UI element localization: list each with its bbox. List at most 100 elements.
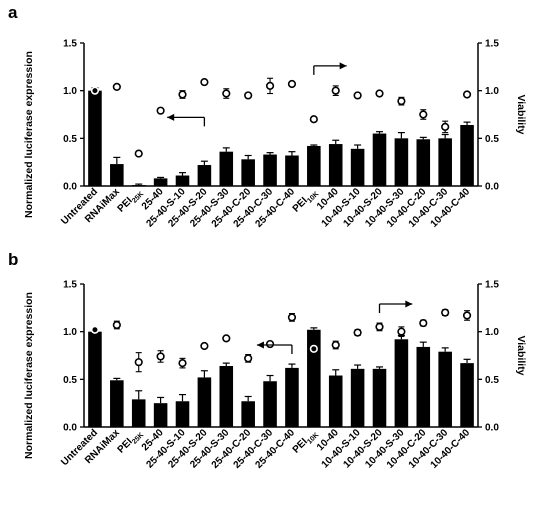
bar [460,363,474,427]
category-label: PEI10K [291,427,321,457]
y2-tick-label: 0.5 [485,134,499,145]
viability-point [331,340,340,350]
bar [131,185,146,186]
viability-point [309,344,318,353]
panel-letter: b [8,250,18,269]
bar [328,144,343,186]
viability-point [441,308,450,317]
bar [394,138,409,186]
y2-tick-label: 1.5 [485,39,499,50]
viability-point [200,77,209,87]
arrow-head [256,341,264,349]
viability-point [112,82,121,91]
bar [372,368,387,427]
y-axis-title: Normalized luciferase expression [23,292,35,459]
y-tick-label: 1.0 [63,327,77,338]
viability-point [244,354,253,363]
viability-point [178,90,187,99]
y-tick-label: 1.5 [63,39,77,50]
bar [263,154,277,186]
viability-point [397,97,406,106]
viability-point [156,106,165,115]
y-tick-label: 0.5 [63,134,77,145]
viability-point [287,79,297,89]
chart-panel-a: a 0.0 0.5 1.0 1.5 0.0 0.5 1.0 1.5 Normalized luci… [8,3,527,230]
viability-point [90,325,100,334]
viability-point [287,313,297,322]
bar [153,178,168,186]
bar [285,155,299,186]
arrow-head [405,300,413,308]
viability-point [441,122,450,131]
y-axis-title: Normalized luciferase expression [23,51,35,218]
bar [350,148,365,186]
viability-point [244,91,253,100]
viability-point [134,358,143,367]
viability-point [222,89,231,98]
viability-point [462,311,472,320]
viability-point [134,149,143,158]
y-tick-label: 0.0 [63,423,77,434]
viability-point [331,86,340,95]
viability-point [353,91,362,100]
bar [328,375,343,427]
viability-point [265,81,275,90]
viability-point [178,359,187,368]
y-tick-label: 0.0 [63,182,77,193]
bar [219,365,234,427]
y2-tick-label: 1.5 [485,280,499,291]
bar [219,151,234,186]
viability-point [222,334,231,343]
y-tick-label: 1.0 [63,86,77,97]
viability-point [375,89,384,98]
bar [197,165,212,186]
viability-point [462,90,472,99]
category-label: PEI25K [116,186,146,216]
y2-tick-label: 0.0 [485,182,499,193]
viability-point [397,327,406,336]
bar [285,367,299,427]
bar [307,145,321,186]
bar [88,331,102,427]
y2-tick-label: 1.0 [485,327,499,338]
category-label: PEI10K [291,186,321,216]
bar [394,339,409,427]
y2-axis-title: Viability [515,94,527,134]
arrow-head [167,113,175,121]
y2-tick-label: 0.0 [485,423,499,434]
bar [175,175,190,186]
viability-point [419,110,428,119]
category-label: PEI25K [116,427,146,457]
bar [350,368,365,427]
bar [241,159,255,186]
y2-tick-label: 1.0 [485,86,499,97]
viability-point [90,86,100,95]
bar [241,401,255,427]
bar [416,139,431,186]
panel-letter: a [8,3,18,22]
bar [110,164,124,186]
bar [110,380,124,427]
chart-panel-b: b 0.0 0.5 1.0 1.5 0.0 0.5 1.0 1.5 Normalized luci… [8,250,527,471]
y-tick-label: 0.5 [63,375,77,386]
bar [438,138,452,186]
viability-point [156,352,165,361]
bar [307,329,321,427]
bar [88,90,102,186]
bar [197,377,212,427]
viability-point [309,115,318,124]
bar [131,399,146,427]
viability-point [375,322,384,332]
viability-point [265,339,275,349]
viability-point [200,341,209,351]
bar [438,351,452,427]
bar [460,124,474,186]
bar [153,403,168,427]
bar [416,346,431,427]
viability-point [353,328,362,337]
arrow-head [339,62,347,70]
y2-tick-label: 0.5 [485,375,499,386]
viability-point [419,318,428,328]
y2-axis-title: Viability [515,335,527,375]
